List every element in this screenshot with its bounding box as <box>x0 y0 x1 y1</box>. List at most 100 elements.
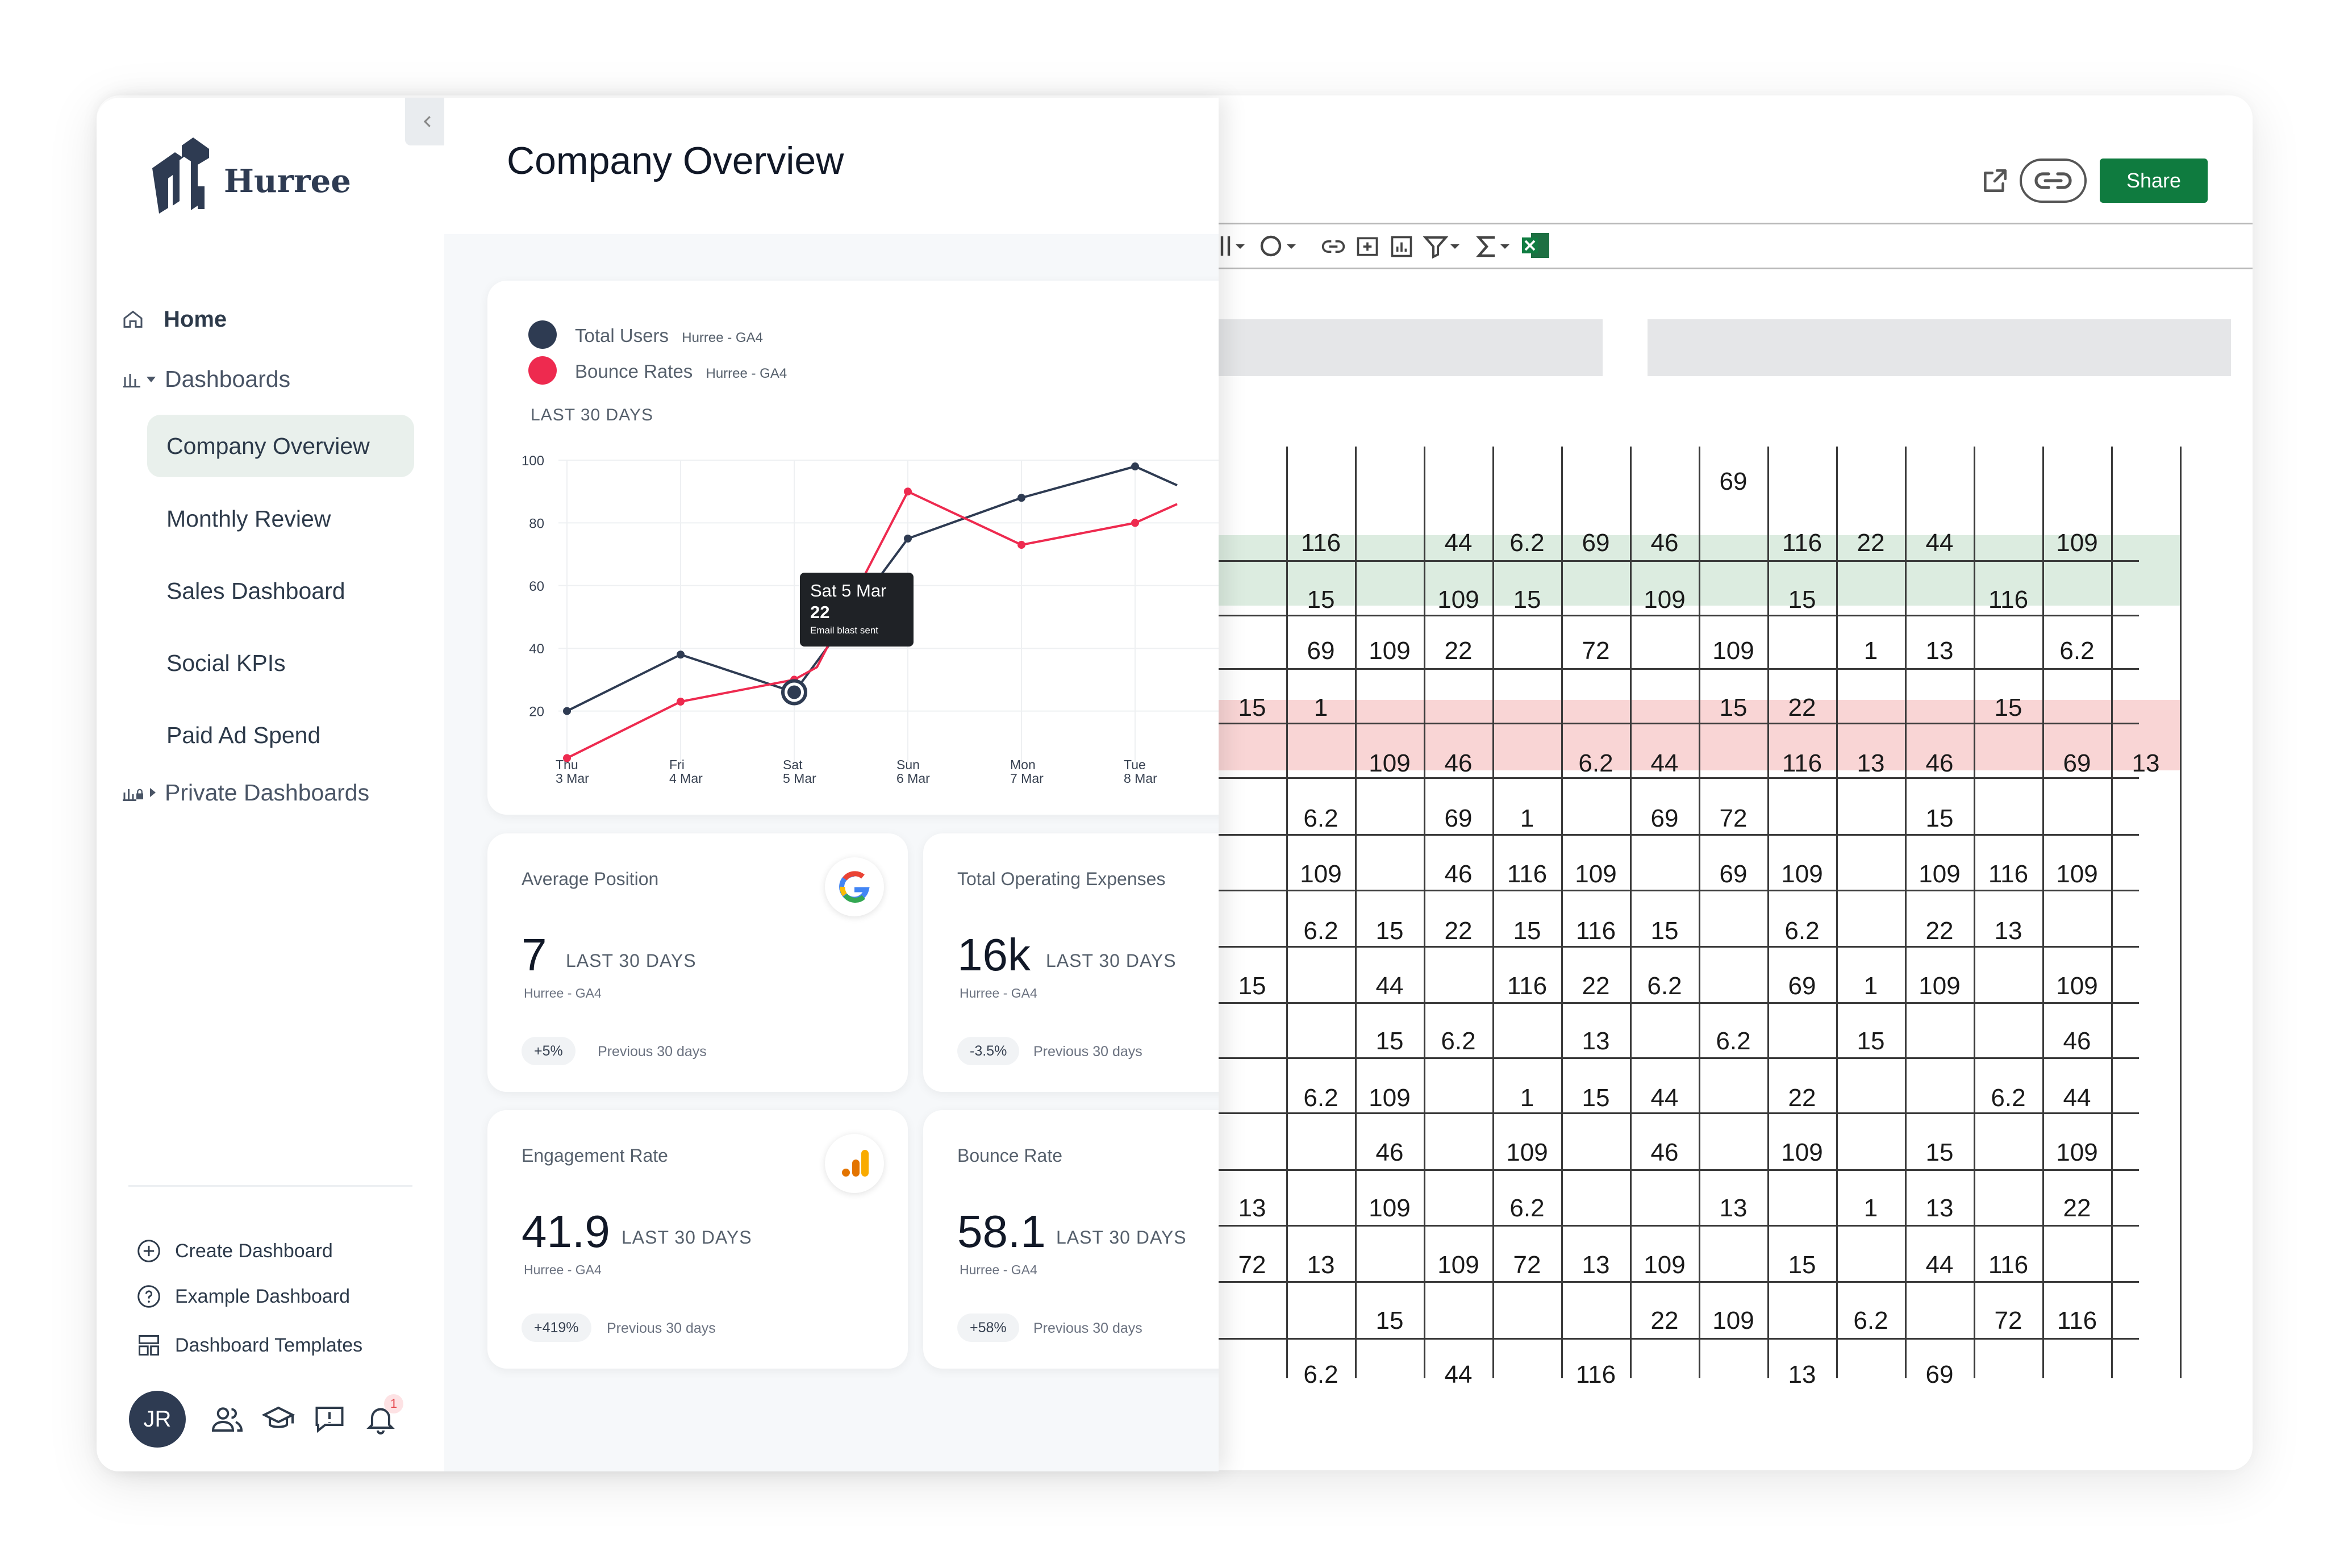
sheet-cell[interactable]: 116 <box>1988 1251 2029 1279</box>
sheet-cell[interactable]: 6.2 <box>1784 917 1820 945</box>
sheet-cell[interactable]: 109 <box>1712 1307 1754 1335</box>
kpi-card-average-position[interactable]: Average Position 7 LAST 30 DAYS Hurree -… <box>487 833 908 1092</box>
sheet-cell[interactable]: 6.2 <box>1509 1194 1545 1222</box>
sheet-cell[interactable]: 46 <box>1444 749 1473 777</box>
sheet-cell[interactable]: 109 <box>1369 749 1411 777</box>
sheet-cell[interactable]: 6.2 <box>1303 917 1338 945</box>
sheet-cell[interactable]: 1 <box>1520 1084 1534 1112</box>
sheet-cell[interactable]: 6.2 <box>2059 637 2095 665</box>
sheet-cell[interactable]: 22 <box>1788 1084 1816 1112</box>
sheet-cell[interactable]: 15 <box>1788 586 1816 614</box>
sheet-cell[interactable]: 1 <box>1520 804 1534 832</box>
notifications-icon[interactable] <box>364 1402 398 1436</box>
sheet-cell[interactable]: 116 <box>1782 749 1822 777</box>
sheet-cell[interactable]: 1 <box>1313 694 1328 722</box>
feedback-icon[interactable] <box>312 1402 347 1436</box>
sheet-cell[interactable]: 15 <box>1238 694 1266 722</box>
sheet-cell[interactable]: 44 <box>1375 972 1404 1000</box>
sheet-cell[interactable]: 116 <box>1782 529 1822 557</box>
example-dashboard-button[interactable]: Example Dashboard <box>136 1279 350 1313</box>
sheet-cell[interactable]: 109 <box>2056 972 2098 1000</box>
sheet-cell[interactable]: 6.2 <box>1303 804 1338 832</box>
sheet-cell[interactable]: 6.2 <box>1991 1084 2026 1112</box>
share-button[interactable]: Share <box>2100 159 2208 203</box>
sheet-cell[interactable]: 109 <box>1644 1251 1686 1279</box>
sheet-cell[interactable]: 116 <box>1988 586 2029 614</box>
sidebar-item-monthly-review[interactable]: Monthly Review <box>147 487 414 550</box>
sheet-cell[interactable]: 116 <box>1507 972 1548 1000</box>
sheet-cell[interactable]: 1 <box>1863 637 1878 665</box>
sheet-cell[interactable]: 69 <box>1719 468 1748 495</box>
kpi-card-bounce-rate[interactable]: Bounce Rate 58.1 LAST 30 DAYS Hurree - G… <box>923 1110 1219 1369</box>
sheet-cell[interactable]: 15 <box>1238 972 1266 1000</box>
sheet-cell[interactable]: 116 <box>1300 529 1341 557</box>
sheet-cell[interactable]: 6.2 <box>1441 1027 1476 1055</box>
sheet-cell[interactable]: 6.2 <box>1647 972 1682 1000</box>
sheet-cell[interactable]: 44 <box>1444 529 1473 557</box>
shape-icon[interactable] <box>1258 232 1304 260</box>
insert-chart-icon[interactable] <box>1389 234 1414 259</box>
sheet-cell[interactable]: 15 <box>1788 1251 1816 1279</box>
sheet-cell[interactable]: 44 <box>1650 749 1679 777</box>
sheet-cell[interactable]: 109 <box>2056 529 2098 557</box>
sheet-cell[interactable]: 22 <box>1857 529 1885 557</box>
sheet-cell[interactable]: 72 <box>1582 637 1610 665</box>
sheet-cell[interactable]: 22 <box>2063 1194 2091 1222</box>
sheet-cell[interactable]: 69 <box>1719 860 1748 888</box>
sheet-cell[interactable]: 13 <box>1925 637 1954 665</box>
sheet-cell[interactable]: 13 <box>1788 1361 1816 1388</box>
kpi-card-total-operating-expenses[interactable]: Total Operating Expenses 16k LAST 30 DAY… <box>923 833 1219 1092</box>
sheet-cell[interactable]: 69 <box>1788 972 1816 1000</box>
sheet-cell[interactable]: 15 <box>1719 694 1748 722</box>
nav-private-dashboards[interactable]: Private Dashboards <box>122 775 369 810</box>
sheet-cell[interactable]: 13 <box>1307 1251 1335 1279</box>
sheet-cell[interactable]: 72 <box>1994 1307 2022 1335</box>
sheet-cell[interactable]: 6.2 <box>1716 1027 1751 1055</box>
sheet-cell[interactable]: 13 <box>2132 749 2160 777</box>
sheet-cell[interactable]: 44 <box>1444 1361 1473 1388</box>
sidebar-item-social-kpis[interactable]: Social KPIs <box>147 632 414 694</box>
sheet-cell[interactable]: 69 <box>2063 749 2091 777</box>
excel-icon[interactable] <box>1520 231 1552 260</box>
sheet-cell[interactable]: 22 <box>1444 637 1473 665</box>
sheet-cell[interactable]: 13 <box>1719 1194 1748 1222</box>
sheet-cell[interactable]: 69 <box>1925 1361 1954 1388</box>
avatar[interactable]: JR <box>129 1391 186 1448</box>
sheet-cell[interactable]: 15 <box>1925 804 1954 832</box>
dashboard-templates-button[interactable]: Dashboard Templates <box>136 1328 362 1362</box>
sheet-cell[interactable]: 15 <box>1375 1307 1404 1335</box>
sheet-cell[interactable]: 46 <box>1444 860 1473 888</box>
sheet-cell[interactable]: 44 <box>1650 1084 1679 1112</box>
sheet-cell[interactable]: 109 <box>1300 860 1342 888</box>
sheet-cell[interactable]: 44 <box>2063 1084 2091 1112</box>
copy-link-button[interactable] <box>2020 159 2087 203</box>
sheet-cell[interactable]: 69 <box>1582 529 1610 557</box>
sheet-cell[interactable]: 109 <box>1919 860 1961 888</box>
sheet-cell[interactable]: 109 <box>1781 860 1823 888</box>
functions-icon[interactable] <box>1474 233 1514 260</box>
sheet-cell[interactable]: 22 <box>1788 694 1816 722</box>
sheet-cell[interactable]: 72 <box>1719 804 1748 832</box>
insert-comment-icon[interactable] <box>1355 234 1380 259</box>
sheet-cell[interactable]: 109 <box>1369 637 1411 665</box>
kpi-card-engagement-rate[interactable]: Engagement Rate 41.9 LAST 30 DAYS Hurree… <box>487 1110 908 1369</box>
sheet-cell[interactable]: 46 <box>1650 1139 1679 1166</box>
sheet-cell[interactable]: 13 <box>1582 1027 1610 1055</box>
sheet-cell[interactable]: 69 <box>1444 804 1473 832</box>
sheet-cell[interactable]: 44 <box>1925 529 1954 557</box>
sheet-cell[interactable]: 15 <box>1925 1139 1954 1166</box>
sheet-cell[interactable]: 109 <box>1575 860 1617 888</box>
sheet-cell[interactable]: 13 <box>1582 1251 1610 1279</box>
sheet-cell[interactable]: 69 <box>1650 804 1679 832</box>
sheet-cell[interactable]: 46 <box>2063 1027 2091 1055</box>
sheet-cell[interactable]: 109 <box>1369 1084 1411 1112</box>
sheet-cell[interactable]: 15 <box>1582 1084 1610 1112</box>
sheet-cell[interactable]: 109 <box>1919 972 1961 1000</box>
sheet-cell[interactable]: 116 <box>1988 860 2029 888</box>
sheet-cell[interactable]: 15 <box>1307 586 1335 614</box>
hyperlink-icon[interactable] <box>1321 234 1346 259</box>
sheet-cell[interactable]: 15 <box>1650 917 1679 945</box>
sheet-cell[interactable]: 13 <box>1238 1194 1266 1222</box>
sheet-cell[interactable]: 1 <box>1863 972 1878 1000</box>
sheet-cell[interactable]: 46 <box>1375 1139 1404 1166</box>
